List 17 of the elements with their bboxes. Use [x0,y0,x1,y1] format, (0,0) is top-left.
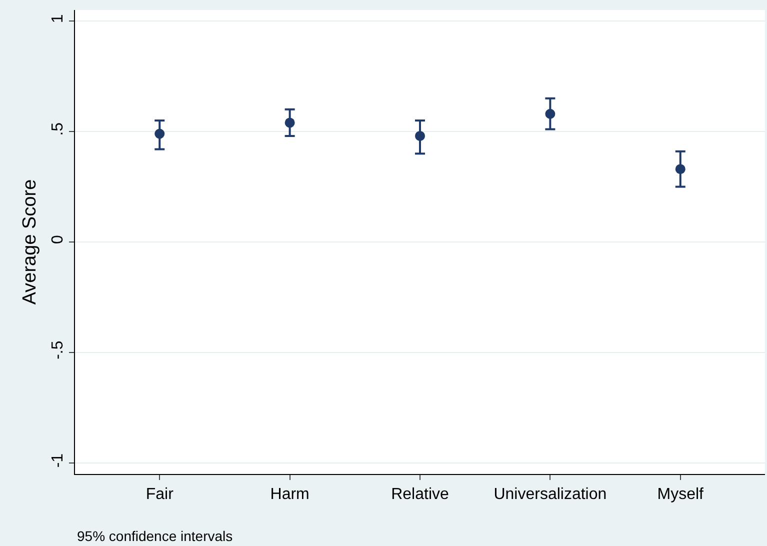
text: 95% confidence intervals [77,528,233,544]
point [284,118,295,128]
x-tick-label: Myself [657,486,704,504]
point [154,128,165,139]
x-tick-label: Universalization [494,486,607,504]
y-axis-title: Average Score [19,179,40,305]
x-tick-label: Harm [270,486,310,504]
point [675,164,686,174]
y-tick-label: -.5 [50,340,67,360]
y-tick-label: -1 [50,453,67,468]
y-tick-label: .5 [50,122,67,136]
x-tick-label: Fair [146,486,174,504]
y-tick-label: 0 [50,235,67,244]
x-tick-label: Relative [391,486,449,504]
point [545,108,556,119]
point [415,130,425,141]
y-tick-label: 1 [50,14,67,24]
